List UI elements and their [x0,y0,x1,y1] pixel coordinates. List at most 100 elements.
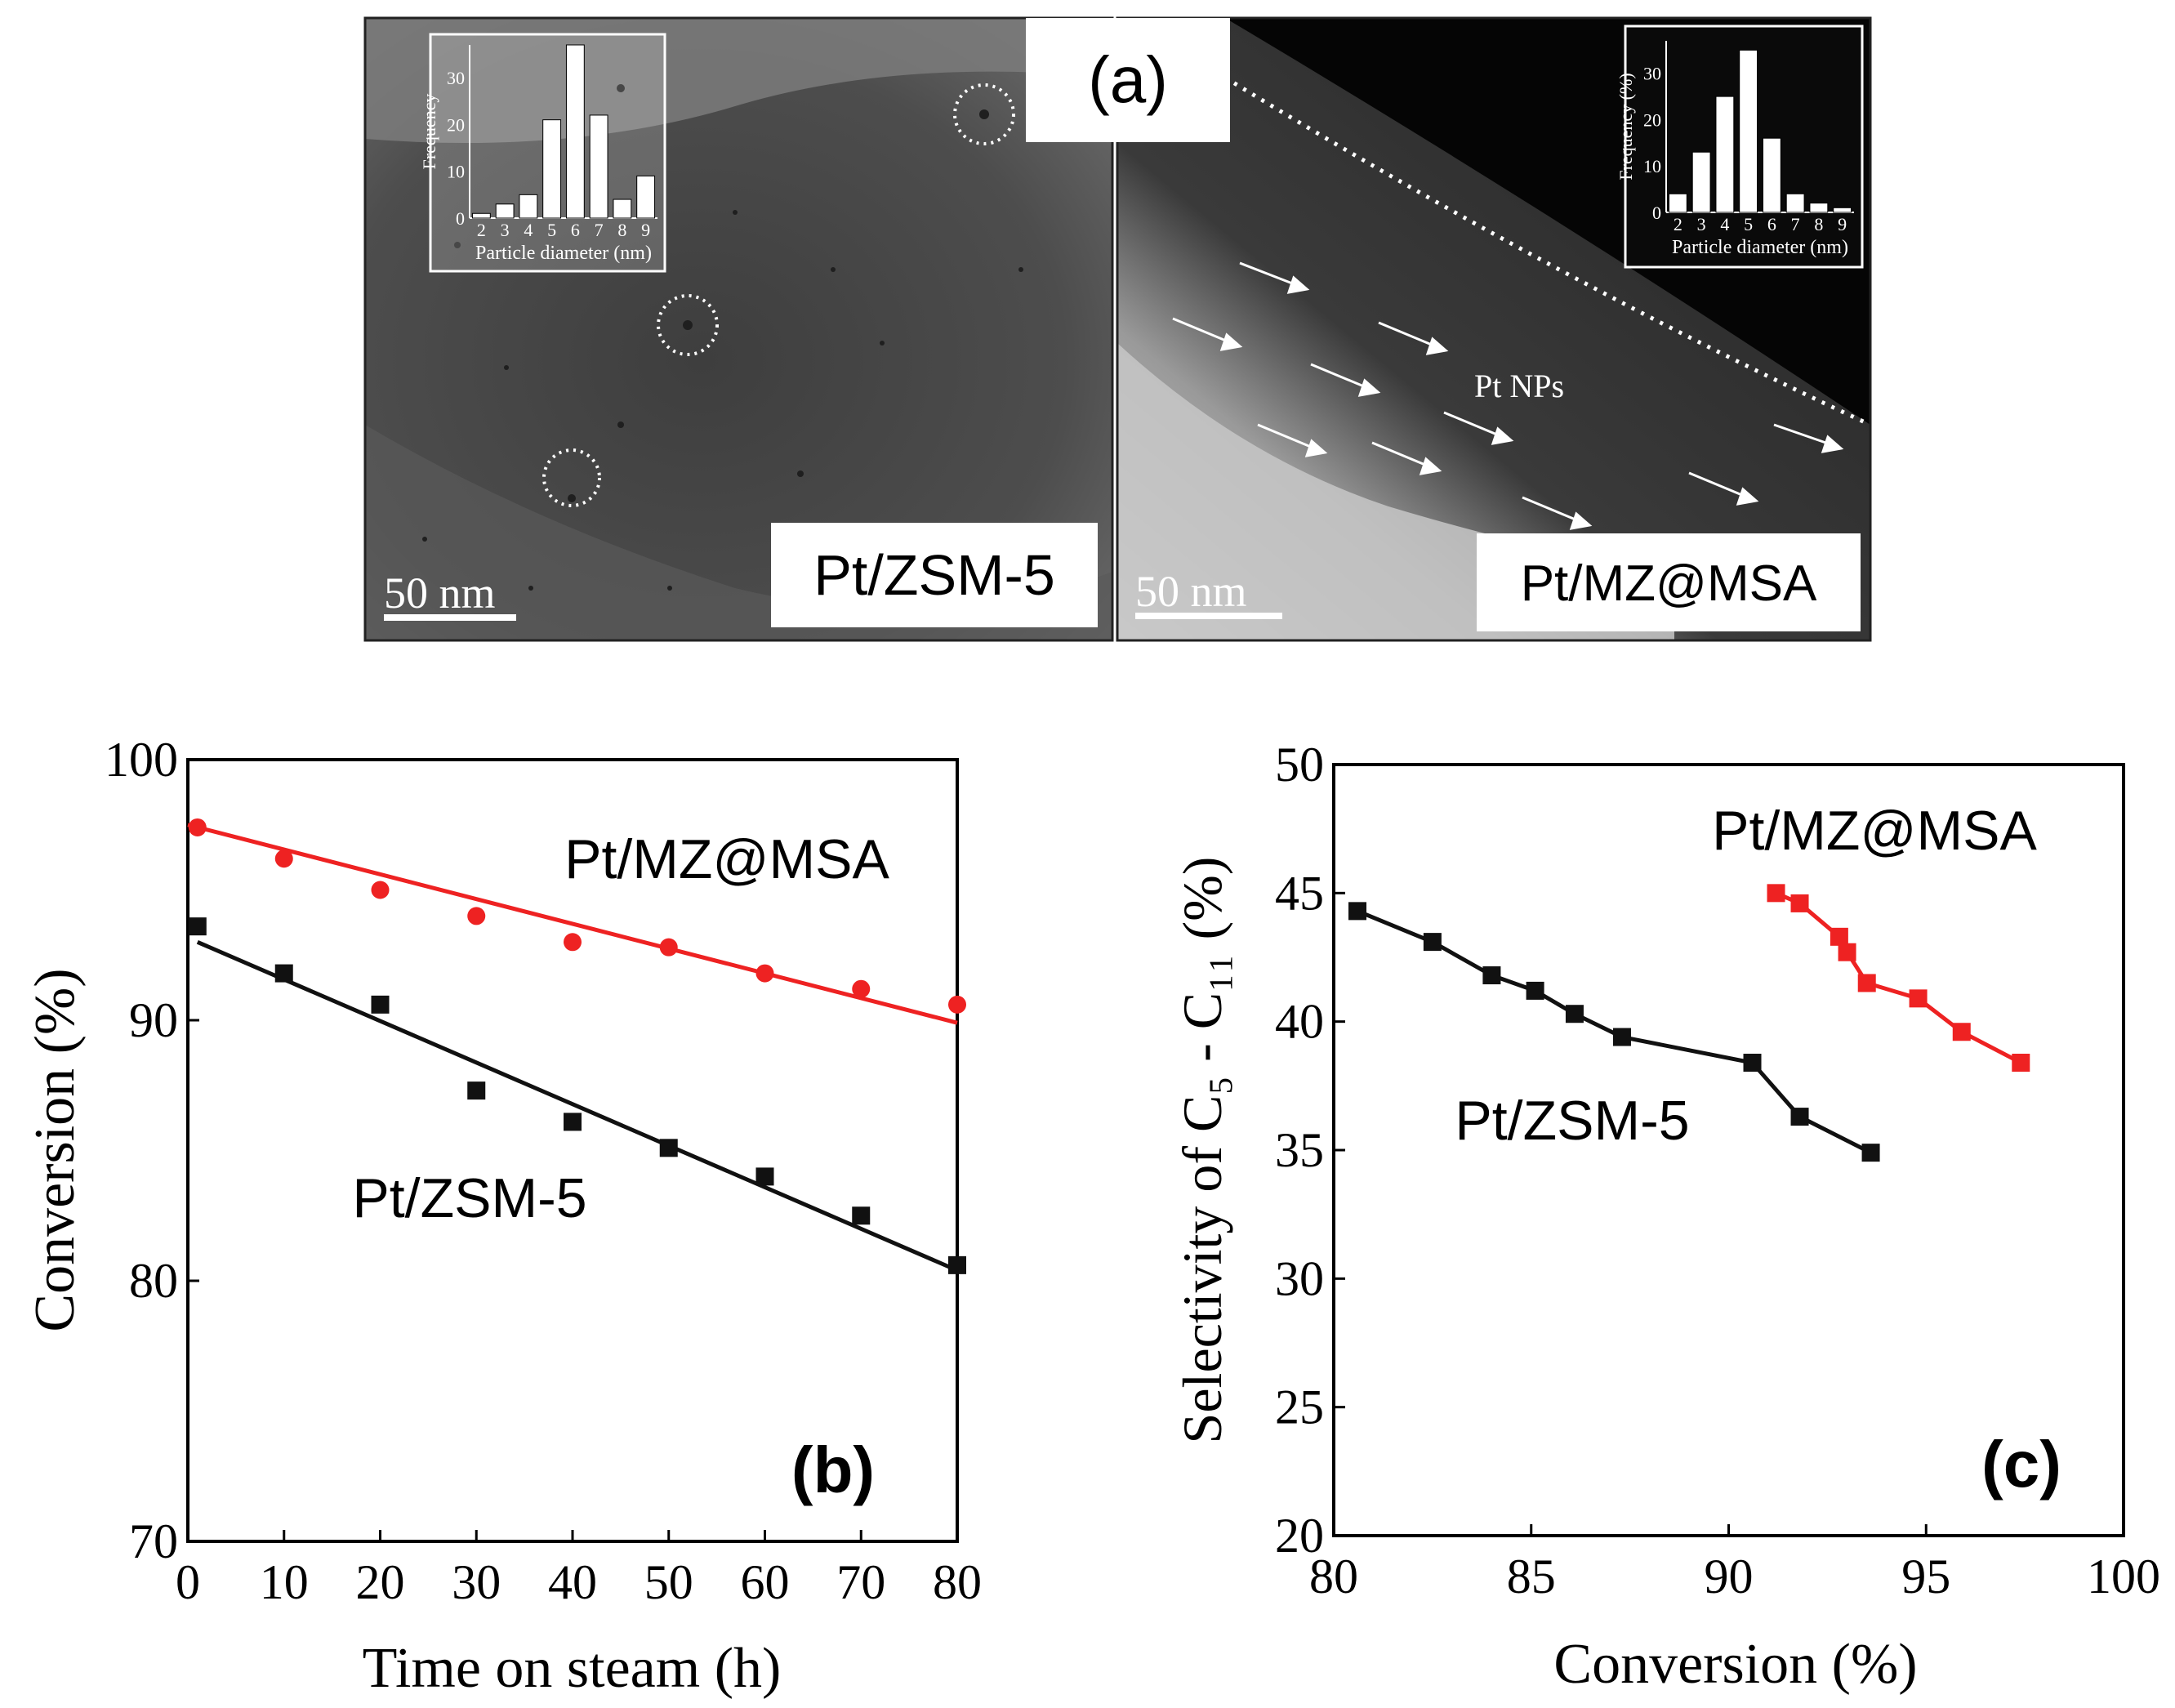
data-point-pt-zsm-5 [755,1167,774,1186]
data-point-pt-zsm-5 [1565,1005,1584,1023]
inset-y-tick-label: 30 [447,68,465,88]
series-label-c-pt-mz-msa: Pt/MZ@MSA [1712,800,2037,862]
inset-x-tick-label: 5 [1744,214,1753,234]
x-tick-label: 70 [836,1555,885,1609]
pt-nps-arrows [1172,261,1844,530]
data-point-pt-mz-msa [659,938,678,957]
data-point-pt-mz-msa [1790,894,1809,912]
x-tick-label: 30 [452,1555,501,1609]
fit-line-pt-mz-msa [187,823,958,1025]
inset-y-tick-label: 10 [447,162,465,182]
inset-x-tick-label: 3 [1697,214,1706,234]
y-tick-label: 70 [129,1514,178,1568]
plot-frame-b [186,758,959,1543]
data-point-pt-zsm-5 [948,1255,966,1274]
data-point-pt-zsm-5 [188,917,207,936]
y-tick-label: 100 [105,733,178,787]
data-point-pt-mz-msa [2012,1054,2030,1073]
scale-bar-right [1135,613,1282,619]
data-point-pt-mz-msa [755,964,774,983]
inset-x-axis-label: Particle diameter (nm) [475,243,652,264]
data-point-pt-mz-msa [1838,943,1856,961]
inset-x-tick-label: 6 [1767,214,1776,234]
plot-frame-c [1332,763,2125,1537]
inset-y-tick-label: 0 [456,208,465,229]
data-point-pt-mz-msa [1830,927,1848,946]
inset-bar [1762,137,1781,213]
inset-x-tick-label: 5 [547,220,556,240]
inset-bar [1785,193,1805,213]
inset-bar [519,194,538,219]
inset-y-axis-label: Frequency (%) [1616,73,1636,180]
inset-x-tick-label: 4 [1720,214,1729,234]
inset-histogram-pt-mz-msa: 2 3 4 5 6 7 8 9 0 10 20 30 Particle diameter (nm) Fre… [1616,25,1864,269]
series-label-c-pt-zsm5: Pt/ZSM-5 [1455,1090,1689,1152]
x-tick-label: 40 [548,1555,597,1609]
y-axis-label-b: Conversion (%) [24,968,87,1331]
data-point-pt-zsm-5 [564,1113,582,1131]
inset-x-tick-label: 4 [524,220,533,240]
inset-y-tick-label: 20 [447,114,465,135]
inset-bar [565,44,585,219]
inset-x-axis-label: Particle diameter (nm) [1672,237,1848,258]
data-point-pt-zsm-5 [1612,1028,1631,1046]
series-label-b-pt-mz-msa: Pt/MZ@MSA [564,828,889,890]
scale-bar-label-right: 50 nm [1135,567,1247,616]
data-point-pt-zsm-5 [659,1139,678,1157]
data-point-pt-mz-msa [274,850,293,868]
inset-x-tick-label: 3 [501,220,510,240]
y-tick-label: 90 [129,993,178,1047]
x-tick-label: 0 [176,1555,200,1609]
data-point-pt-mz-msa [852,979,871,998]
data-point-pt-zsm-5 [852,1206,871,1225]
panel-b-label: (b) [791,1434,875,1506]
data-point-pt-mz-msa [1909,989,1928,1008]
panel-b-chart: (b) Time on steam (h) Conversion (%) Pt/… [24,733,982,1700]
inset-bar [495,203,515,219]
data-point-pt-zsm-5 [371,995,390,1014]
inset-x-tick-label: 2 [1674,214,1683,234]
inset-bar [589,114,608,219]
data-point-pt-zsm-5 [274,964,293,983]
data-point-pt-mz-msa [1857,974,1876,992]
tem-image-pt-zsm5 [365,18,1112,640]
inset-y-tick-label: 20 [1643,109,1661,130]
y-tick-label: 35 [1275,1123,1324,1177]
inset-bar [542,119,562,219]
x-tick-label: 60 [741,1555,790,1609]
label-box-pt-mz-msa [1477,533,1861,631]
inset-bar [1715,96,1735,213]
inset-bar [471,212,491,219]
inset-x-tick-label: 7 [595,220,604,240]
series-label-b-pt-zsm5: Pt/ZSM-5 [352,1167,586,1229]
inset-y-tick-label: 0 [1652,203,1661,223]
data-point-pt-mz-msa [467,907,486,925]
y-tick-label: 20 [1275,1509,1324,1563]
data-point-pt-mz-msa [1952,1023,1971,1041]
data-point-pt-zsm-5 [467,1081,486,1100]
inset-bar [1809,203,1829,213]
y-tick-label: 30 [1275,1251,1324,1305]
inset-bar [1691,151,1711,213]
inset-bar [1668,193,1687,213]
scale-bar-label-left: 50 nm [384,569,496,618]
inset-y-tick-label: 10 [1643,156,1661,176]
inset-x-tick-label: 9 [641,220,650,240]
sample-label-pt-mz-msa: Pt/MZ@MSA [1521,555,1817,612]
data-point-pt-zsm-5 [1790,1108,1809,1126]
panel-c-label: (c) [1981,1428,2061,1501]
data-point-pt-zsm-5 [1423,933,1442,952]
data-point-pt-zsm-5 [1861,1144,1880,1162]
sample-label-pt-zsm5: Pt/ZSM-5 [813,543,1055,607]
scale-bar-left [384,614,516,621]
panel-a-label: (a) [1088,43,1168,116]
inset-x-tick-label: 8 [617,220,626,240]
pt-nps-annotation: Pt NPs [1474,368,1564,404]
data-point-pt-zsm-5 [1482,966,1501,985]
x-tick-label: 20 [356,1555,405,1609]
inset-bar [636,175,656,219]
inset-bar [613,198,632,219]
y-tick-label: 25 [1275,1380,1324,1434]
data-point-pt-mz-msa [371,881,390,899]
